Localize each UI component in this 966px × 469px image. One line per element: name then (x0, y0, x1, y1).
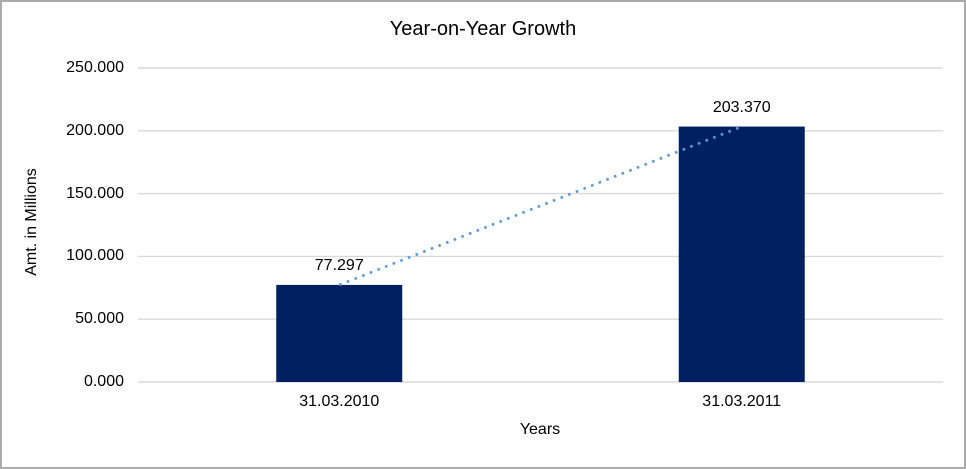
x-axis-title: Years (519, 421, 561, 438)
y-tick-label: 100.000 (66, 247, 124, 265)
y-tick-label: 50.000 (75, 310, 124, 328)
bar-31.03.2010 (276, 284, 403, 382)
y-tick-label: 200.000 (66, 121, 124, 139)
y-tick-label: 0.000 (83, 373, 124, 390)
y-tick-label: 250.000 (66, 59, 124, 76)
x-tick-label: 31.03.2011 (702, 393, 782, 410)
bar-value-label: 203.370 (712, 98, 771, 116)
chart-title: Year-on-Year Growth (389, 18, 577, 40)
y-tick-label: 150.000 (66, 184, 124, 202)
bar-31.03.2011 (678, 126, 805, 382)
x-tick-label: 31.03.2010 (299, 393, 380, 410)
bar-value-label: 77.297 (314, 256, 364, 274)
